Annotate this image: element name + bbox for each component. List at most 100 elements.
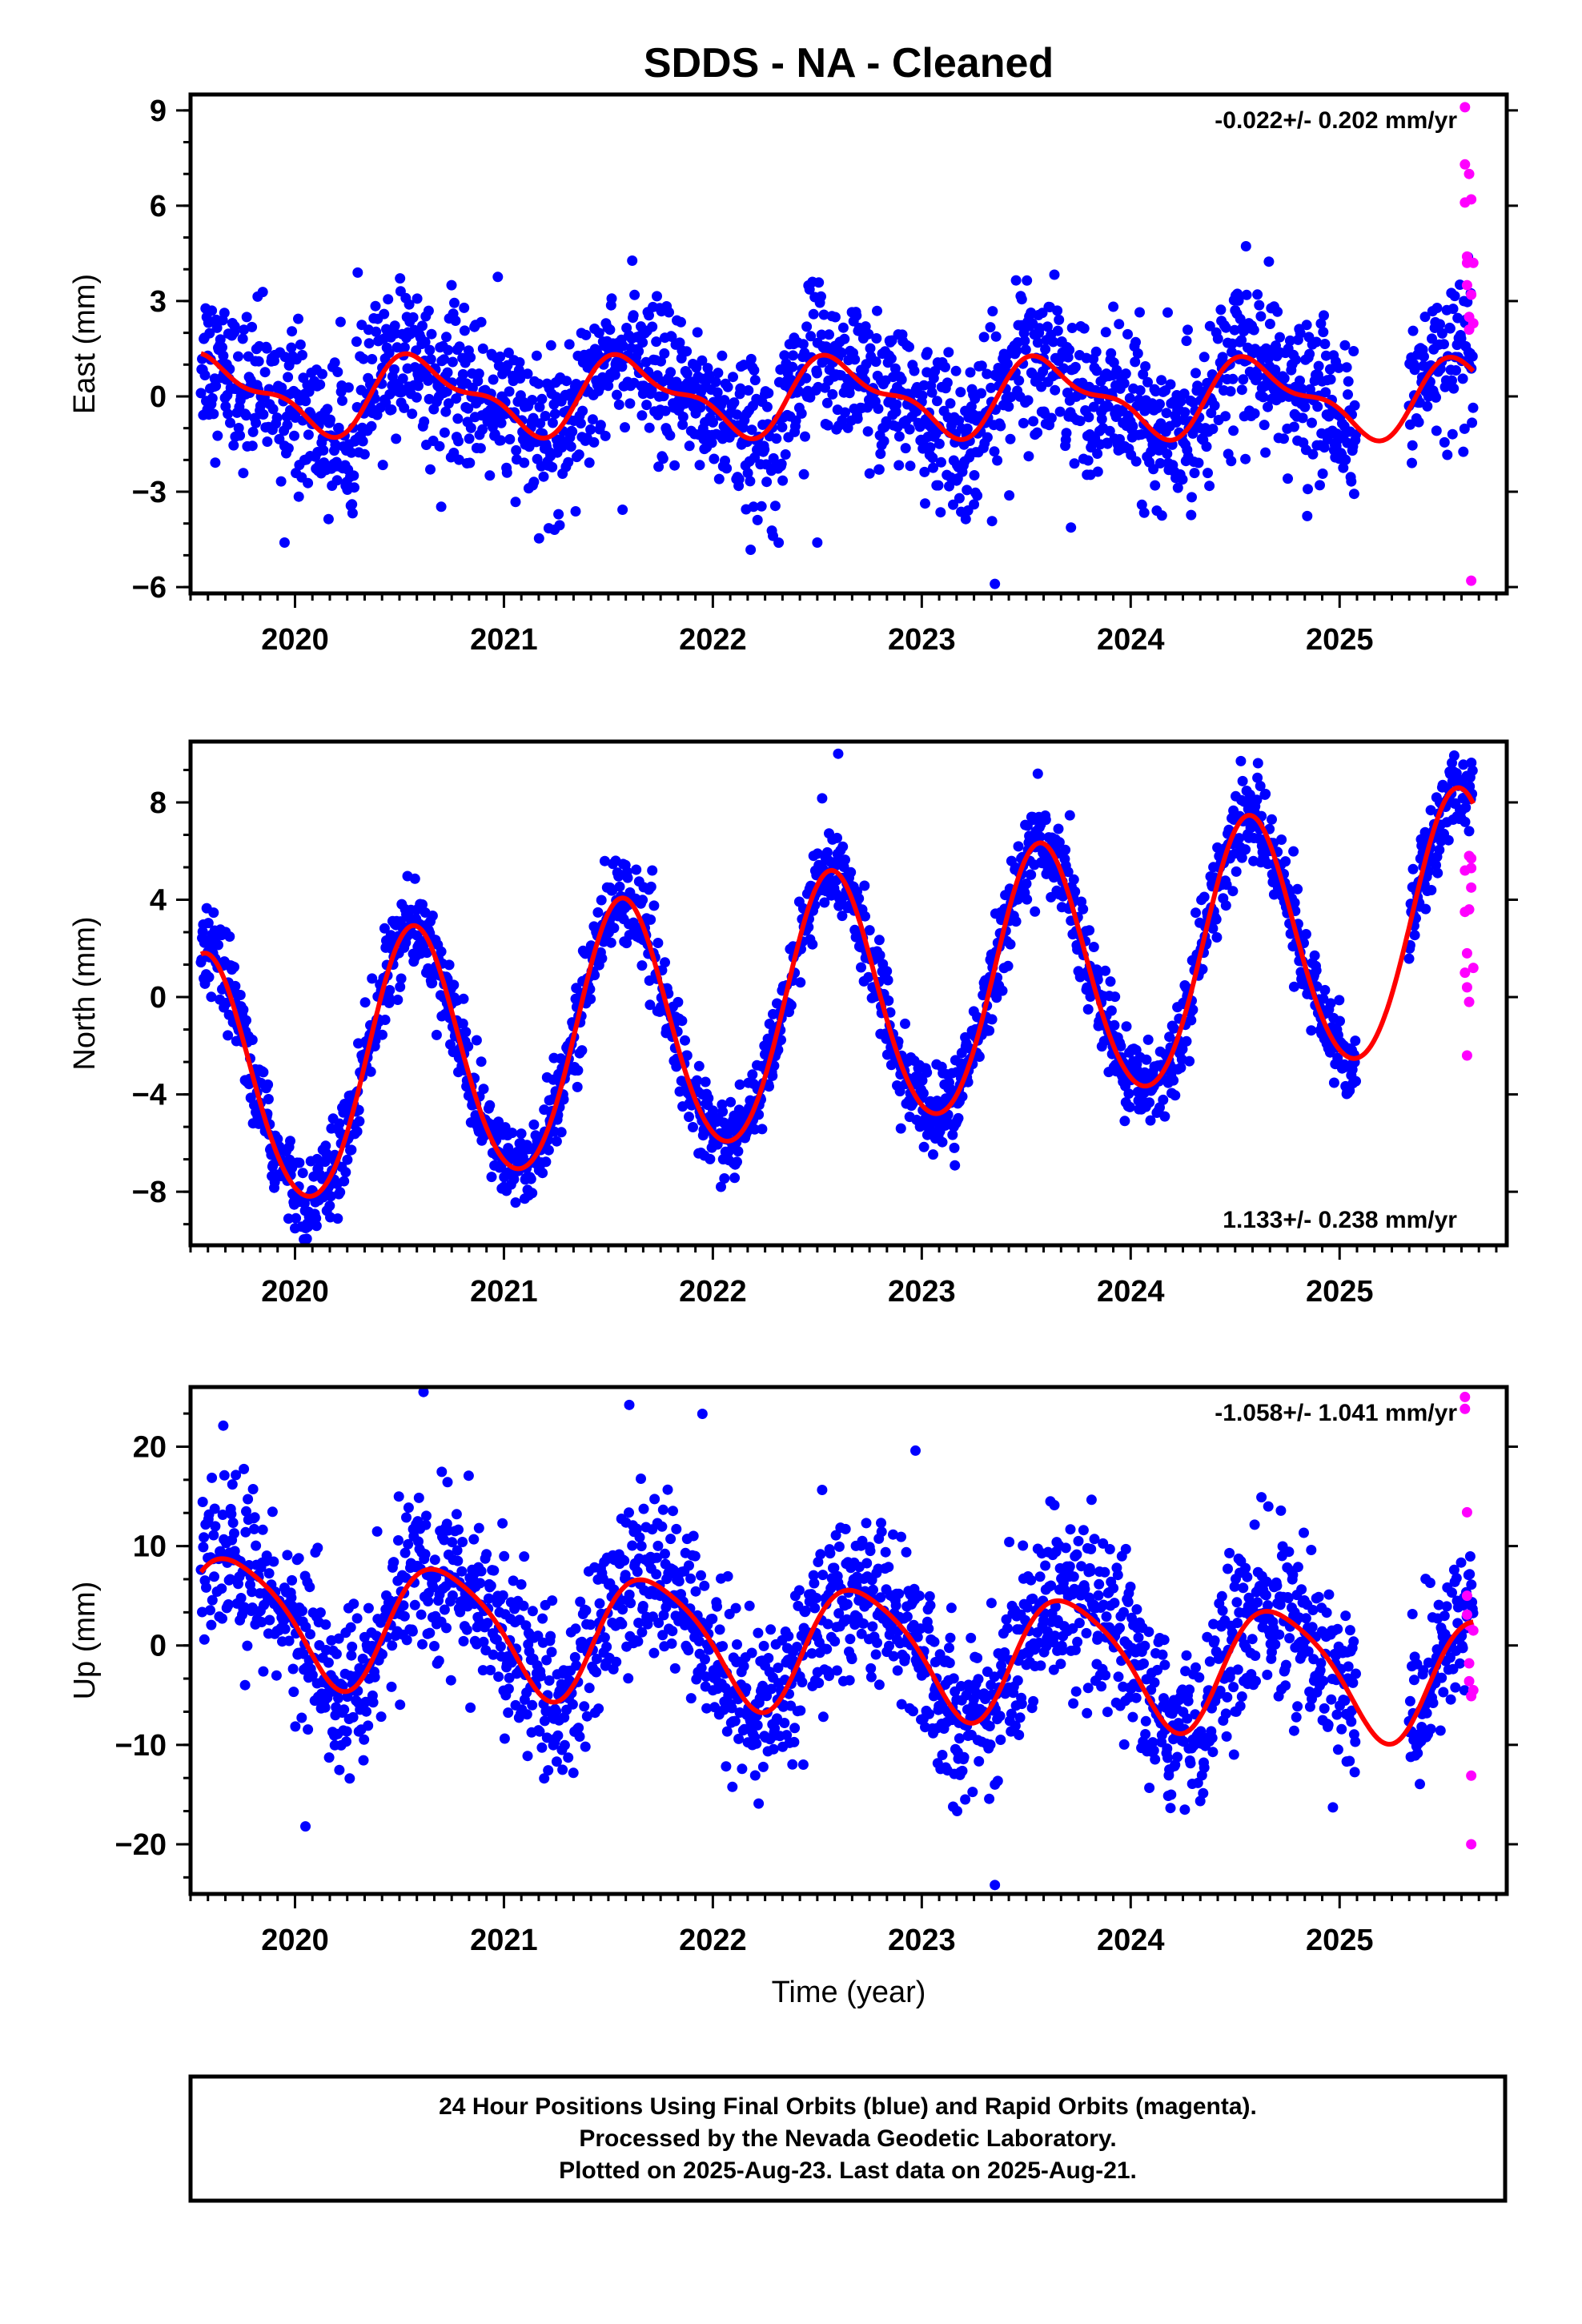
final-orbit-point <box>531 350 542 361</box>
final-orbit-point <box>1022 894 1033 905</box>
final-orbit-point <box>936 456 946 468</box>
final-orbit-point <box>700 1654 710 1665</box>
final-orbit-point <box>717 350 728 361</box>
final-orbit-point <box>1092 448 1103 459</box>
final-orbit-point <box>331 475 343 486</box>
final-orbit-point <box>1002 358 1013 369</box>
final-orbit-point <box>546 1647 557 1658</box>
x-tick-label: 2022 <box>679 623 747 657</box>
final-orbit-point <box>425 354 436 365</box>
final-orbit-point <box>746 424 757 436</box>
final-orbit-point <box>427 978 438 989</box>
final-orbit-point <box>1030 906 1041 917</box>
final-orbit-point <box>962 423 973 434</box>
final-orbit-point <box>424 344 436 356</box>
final-orbit-point <box>239 324 250 336</box>
final-orbit-point <box>836 348 847 358</box>
final-orbit-point <box>1189 468 1200 479</box>
final-orbit-point <box>386 1681 397 1692</box>
final-orbit-point <box>644 999 656 1011</box>
final-orbit-point <box>1458 446 1469 457</box>
final-orbit-point <box>255 400 266 412</box>
final-orbit-point <box>535 418 546 429</box>
final-orbit-point <box>320 1140 331 1152</box>
final-orbit-point <box>745 353 757 364</box>
final-orbit-point <box>572 1081 583 1092</box>
final-orbit-point <box>1434 844 1445 855</box>
rapid-orbit-point <box>1464 904 1475 915</box>
final-orbit-point <box>601 1641 612 1652</box>
final-orbit-point <box>729 1172 741 1184</box>
final-orbit-point <box>627 1540 638 1551</box>
final-orbit-point <box>873 464 885 475</box>
final-orbit-point <box>1111 364 1122 376</box>
final-orbit-point <box>442 1477 453 1488</box>
final-orbit-point <box>451 393 462 404</box>
final-orbit-point <box>662 1484 673 1495</box>
final-orbit-point <box>395 981 406 992</box>
final-orbit-point <box>717 1106 729 1117</box>
final-orbit-point <box>743 385 754 396</box>
final-orbit-point <box>864 468 875 479</box>
final-orbit-point <box>319 1702 331 1713</box>
final-orbit-point <box>591 1667 602 1678</box>
final-orbit-point <box>1184 1055 1195 1067</box>
final-orbit-point <box>1142 1034 1154 1045</box>
final-orbit-point <box>623 1673 634 1684</box>
x-tick-label: 2024 <box>1097 1275 1165 1309</box>
rapid-orbit-point <box>1461 279 1472 291</box>
final-orbit-point <box>633 346 644 357</box>
final-orbit-point <box>351 336 362 348</box>
final-orbit-point <box>1032 337 1043 348</box>
final-orbit-point <box>1431 425 1442 436</box>
final-orbit-point <box>612 389 622 400</box>
final-orbit-point <box>391 342 403 353</box>
final-orbit-point <box>704 370 715 381</box>
final-orbit-point <box>1082 455 1094 466</box>
final-orbit-point <box>1291 354 1301 365</box>
final-orbit-point <box>446 279 457 291</box>
final-orbit-point <box>216 1583 227 1594</box>
final-orbit-point <box>1284 335 1295 346</box>
final-orbit-point <box>692 1075 702 1086</box>
final-orbit-point <box>1276 834 1287 845</box>
final-orbit-point <box>1349 400 1360 411</box>
final-orbit-point <box>441 386 452 397</box>
final-orbit-point <box>708 1105 718 1116</box>
final-orbit-point <box>1334 995 1345 1006</box>
final-orbit-point <box>593 1703 604 1715</box>
final-orbit-point <box>904 341 914 352</box>
final-orbit-point <box>646 384 657 396</box>
final-orbit-point <box>501 467 512 478</box>
final-orbit-point <box>423 963 434 974</box>
final-orbit-point <box>543 1765 554 1776</box>
final-orbit-point <box>1340 454 1351 465</box>
final-orbit-point <box>942 377 953 388</box>
final-orbit-point <box>493 1671 504 1683</box>
final-orbit-point <box>1172 482 1183 493</box>
final-orbit-point <box>821 397 833 408</box>
final-orbit-point <box>519 457 530 468</box>
final-orbit-point <box>475 1578 486 1589</box>
final-orbit-point <box>379 1015 391 1025</box>
final-orbit-point <box>395 273 406 284</box>
final-orbit-point <box>412 293 423 304</box>
final-orbit-point <box>443 344 454 356</box>
final-orbit-point <box>649 1494 661 1505</box>
final-orbit-point <box>392 995 404 1005</box>
final-orbit-point <box>621 938 632 949</box>
final-orbit-point <box>554 520 565 531</box>
final-orbit-point <box>1409 930 1420 941</box>
rate-label: 1.133+/- 0.238 mm/yr <box>1223 1207 1457 1233</box>
final-orbit-point <box>1226 456 1237 467</box>
final-orbit-point <box>459 325 470 336</box>
final-orbit-point <box>954 493 965 504</box>
final-orbit-point <box>674 337 685 348</box>
final-orbit-point <box>790 415 801 426</box>
final-orbit-point <box>1241 289 1252 300</box>
final-orbit-point <box>567 1699 578 1710</box>
final-orbit-point <box>1083 412 1094 423</box>
final-orbit-point <box>1061 428 1072 439</box>
